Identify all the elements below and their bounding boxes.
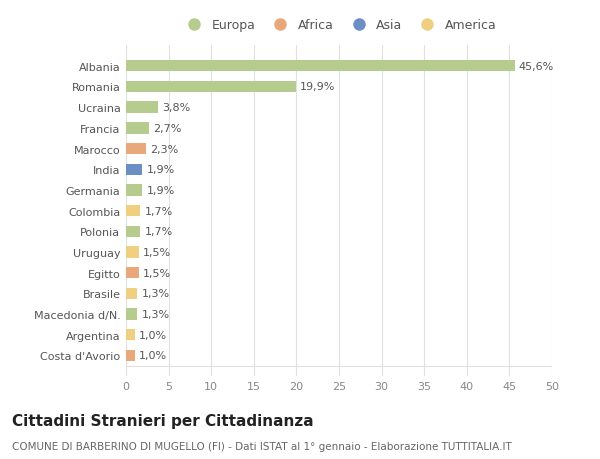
Text: 1,5%: 1,5% <box>143 247 171 257</box>
Bar <box>126 288 137 299</box>
Bar <box>126 164 142 175</box>
Text: 1,0%: 1,0% <box>139 330 167 340</box>
Text: 1,7%: 1,7% <box>145 227 173 237</box>
Bar <box>126 330 134 341</box>
Bar <box>126 206 140 217</box>
Text: 1,9%: 1,9% <box>146 185 175 196</box>
Text: 1,9%: 1,9% <box>146 165 175 175</box>
Text: Cittadini Stranieri per Cittadinanza: Cittadini Stranieri per Cittadinanza <box>12 413 314 428</box>
Text: 2,7%: 2,7% <box>153 123 182 134</box>
Bar <box>126 226 140 237</box>
Bar <box>126 350 134 361</box>
Text: 3,8%: 3,8% <box>163 103 191 113</box>
Text: 1,5%: 1,5% <box>143 268 171 278</box>
Text: 1,3%: 1,3% <box>142 309 169 319</box>
Text: 1,7%: 1,7% <box>145 206 173 216</box>
Bar <box>126 61 515 72</box>
Text: 1,0%: 1,0% <box>139 351 167 361</box>
Legend: Europa, Africa, Asia, America: Europa, Africa, Asia, America <box>181 19 497 32</box>
Bar <box>126 144 146 155</box>
Bar <box>126 102 158 113</box>
Bar <box>126 82 296 93</box>
Bar <box>126 268 139 279</box>
Text: COMUNE DI BARBERINO DI MUGELLO (FI) - Dati ISTAT al 1° gennaio - Elaborazione TU: COMUNE DI BARBERINO DI MUGELLO (FI) - Da… <box>12 441 512 451</box>
Bar <box>126 123 149 134</box>
Bar <box>126 309 137 320</box>
Text: 45,6%: 45,6% <box>519 62 554 72</box>
Text: 1,3%: 1,3% <box>142 289 169 299</box>
Bar <box>126 185 142 196</box>
Bar <box>126 247 139 258</box>
Text: 2,3%: 2,3% <box>150 144 178 154</box>
Text: 19,9%: 19,9% <box>300 82 335 92</box>
